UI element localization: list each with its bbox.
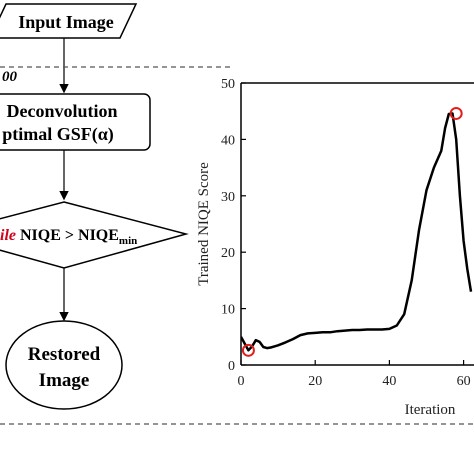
output-node-shape bbox=[5, 320, 123, 410]
x-ticks: 0 20 40 60 bbox=[238, 360, 471, 389]
highlight-marker bbox=[449, 106, 463, 120]
loop-label: 00 bbox=[2, 69, 18, 85]
decision-node-label: ile NIQE > NIQEmin bbox=[0, 227, 137, 247]
y-tick-label: 0 bbox=[228, 359, 235, 374]
y-tick-label: 10 bbox=[221, 303, 235, 318]
input-node-shape bbox=[0, 3, 138, 39]
y-tick-label: 50 bbox=[221, 77, 235, 92]
x-tick-label: 40 bbox=[382, 374, 396, 389]
flowchart: Input Image 00 Deconvolution ptimal GSF(… bbox=[0, 3, 474, 425]
output-node-line2: Image bbox=[39, 370, 90, 391]
y-ticks: 0 10 20 30 40 50 bbox=[221, 77, 246, 374]
process-node-line1: Deconvolution bbox=[6, 101, 117, 121]
output-node-line1: Restored bbox=[28, 344, 101, 365]
process-node-shape bbox=[0, 93, 151, 151]
y-tick-label: 30 bbox=[221, 190, 235, 205]
x-tick-label: 20 bbox=[308, 374, 322, 389]
niqe-series-line bbox=[241, 112, 473, 352]
highlight-markers bbox=[241, 106, 463, 357]
decision-subscript: min bbox=[119, 235, 137, 247]
input-node-label: Input Image bbox=[18, 12, 114, 32]
process-node-line2: ptimal GSF(α) bbox=[2, 124, 114, 145]
y-tick-label: 20 bbox=[221, 246, 235, 261]
decision-condition: NIQE > NIQE bbox=[16, 227, 119, 244]
y-axis-title: Trained NIQE Score bbox=[196, 162, 212, 286]
x-tick-label: 0 bbox=[238, 374, 245, 389]
x-axis-title: Iteration bbox=[405, 402, 456, 418]
y-tick-label: 40 bbox=[221, 133, 235, 148]
niqe-chart: 0 10 20 30 40 50 0 20 40 60 Trained NIQE Score I… bbox=[196, 77, 474, 418]
decision-keyword: ile bbox=[0, 227, 16, 244]
x-tick-label: 60 bbox=[457, 374, 471, 389]
highlight-marker bbox=[241, 343, 255, 357]
